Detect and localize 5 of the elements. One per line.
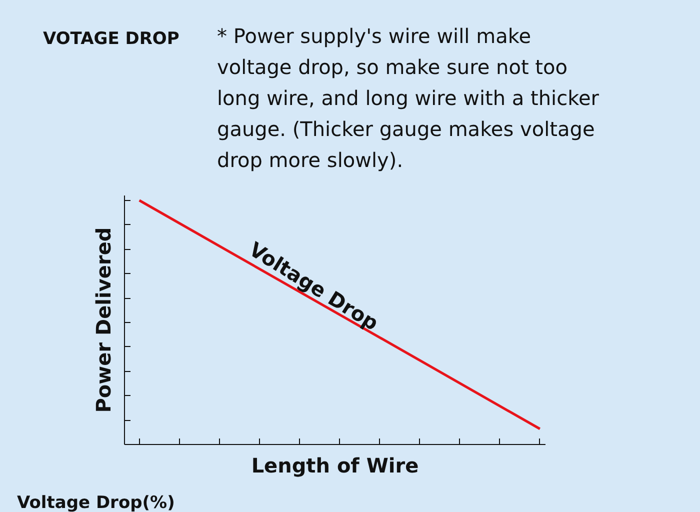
chart-subtitle: * Power supply's wire will make voltage drop, so make sure not too long wire, and long wire with a thicker gauge. (Thicker gauge makes voltage drop more slowly). — [217, 23, 600, 174]
chart-title: VOTAGE DROP — [43, 28, 180, 51]
x-axis-title: Length of Wire — [251, 454, 419, 478]
text: Voltage Drop(%) — [17, 492, 175, 512]
y-axis-title: Power Delivered — [92, 227, 116, 413]
